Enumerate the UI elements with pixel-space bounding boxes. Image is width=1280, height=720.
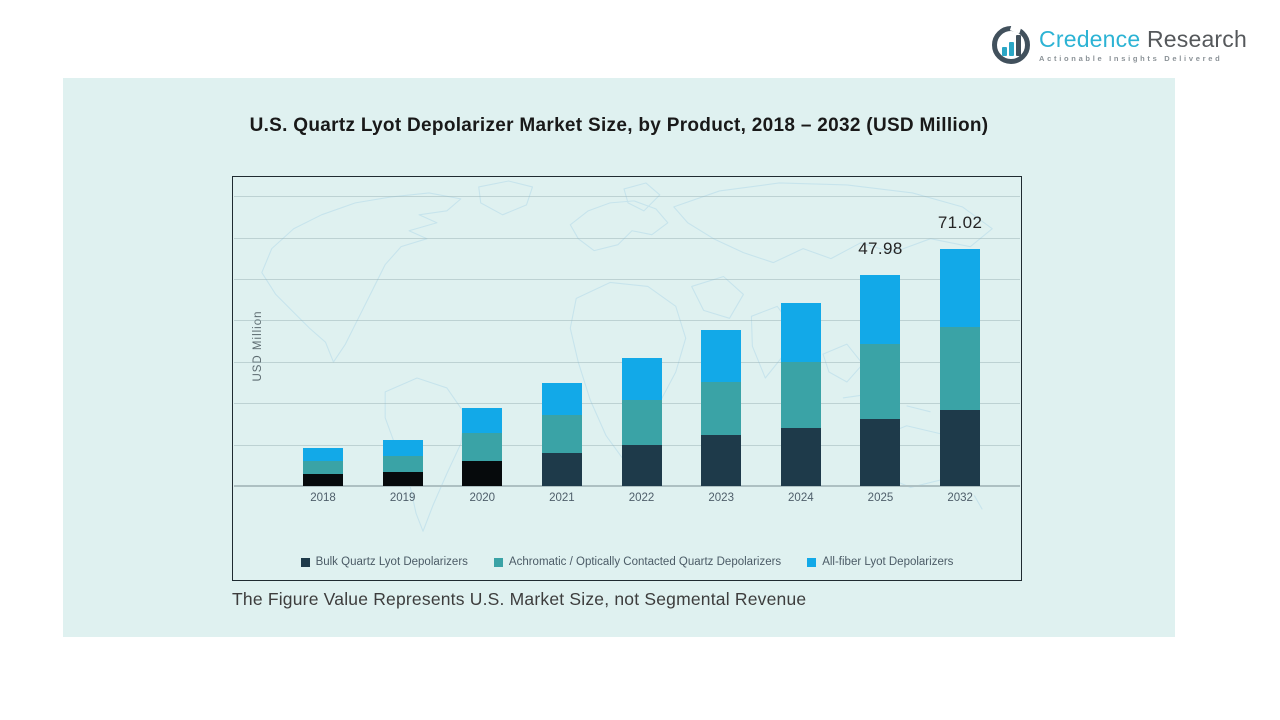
map-greenland — [478, 180, 534, 216]
map-europe — [569, 200, 669, 252]
bar-segment — [940, 326, 981, 411]
credence-research-logo: Credence Research Actionable Insights De… — [992, 21, 1247, 64]
bar-segment — [303, 461, 343, 475]
brand-name-secondary: Research — [1146, 26, 1247, 52]
bar-segment — [303, 474, 343, 486]
bar-2032 — [940, 248, 981, 486]
legend-label: Achromatic / Optically Contacted Quartz … — [508, 556, 782, 568]
legend-marker — [807, 557, 817, 567]
bar-segment — [860, 344, 901, 420]
bar-segment — [860, 419, 901, 486]
legend: Bulk Quartz Lyot Depolarizers Achromatic … — [233, 556, 1021, 568]
bar-segment — [462, 461, 503, 486]
x-tick-label-2032: 2032 — [947, 492, 973, 504]
map-southeast-asia — [822, 343, 864, 383]
map-middle-east — [691, 275, 744, 319]
chart-panel-background — [63, 78, 1175, 637]
x-tick-label-2024: 2024 — [788, 492, 814, 504]
x-tick-label-2018: 2018 — [310, 492, 336, 504]
logo-bar-tall — [1016, 35, 1022, 56]
legend-label: All-fiber Lyot Depolarizers — [822, 556, 954, 568]
legend-marker — [300, 557, 310, 567]
bar-segment — [780, 428, 821, 486]
bar-segment — [382, 456, 423, 472]
legend-marker — [493, 557, 503, 567]
chart-plot-area: USD Million 2018 2019 2020 2021 2022 2023 2024… — [232, 176, 1022, 581]
bar-2020 — [462, 407, 503, 486]
bar-segment — [462, 432, 503, 462]
legend-item: Achromatic / Optically Contacted Quartz … — [493, 556, 782, 568]
x-tick-label-2022: 2022 — [628, 492, 655, 504]
bar-segment — [462, 407, 503, 433]
bar-segment — [303, 448, 343, 462]
brand-name-primary: Credence — [1039, 26, 1141, 52]
bar-segment — [621, 444, 662, 486]
gridline — [234, 279, 1020, 280]
gridline — [234, 237, 1020, 239]
chart-title: U.S. Quartz Lyot Depolarizer Market Size… — [249, 115, 989, 136]
data-label-2025: 47.98 — [858, 239, 903, 259]
bar-segment — [701, 329, 742, 382]
x-tick-label-2021: 2021 — [549, 492, 575, 504]
bar-segment — [940, 410, 981, 486]
bar-segment — [780, 302, 821, 362]
bar-segment — [541, 415, 582, 454]
logo-bars — [1002, 35, 1022, 56]
bar-2024 — [780, 302, 821, 486]
legend-item: Bulk Quartz Lyot Depolarizers — [300, 556, 468, 568]
map-scandinavia — [623, 182, 661, 212]
bar-segment — [860, 275, 901, 345]
bar-segment — [541, 453, 582, 486]
logo-text: Credence Research Actionable Insights De… — [1039, 27, 1247, 64]
bar-segment — [940, 248, 981, 327]
bar-segment — [780, 361, 821, 429]
x-tick-label-2019: 2019 — [389, 492, 416, 504]
legend-item: All-fiber Lyot Depolarizers — [807, 556, 953, 568]
x-tick-label-2020: 2020 — [469, 492, 496, 504]
brand-tagline: Actionable Insights Delivered — [1039, 54, 1223, 63]
bar-2022 — [621, 358, 662, 486]
bar-segment — [382, 471, 423, 486]
bar-segment — [541, 383, 582, 416]
legend-label: Bulk Quartz Lyot Depolarizers — [315, 556, 468, 568]
logo-bar-small — [1002, 47, 1008, 56]
bar-segment — [701, 381, 742, 436]
chart-footnote: The Figure Value Represents U.S. Market … — [232, 589, 807, 609]
map-asia — [673, 182, 993, 264]
x-tick-label-2025: 2025 — [867, 492, 894, 504]
bar-2025 — [860, 275, 901, 486]
bar-segment — [701, 435, 742, 486]
bar-chart-circle-icon — [992, 21, 1031, 64]
gridline — [234, 320, 1020, 322]
bar-segment — [621, 358, 662, 401]
map-north-america — [261, 192, 462, 363]
x-axis-line — [234, 485, 1020, 487]
bar-segment — [382, 439, 423, 456]
x-tick-label-2023: 2023 — [708, 492, 734, 504]
bar-2021 — [541, 383, 582, 486]
bar-2023 — [701, 329, 742, 486]
bar-2018 — [303, 448, 343, 486]
gridline — [234, 196, 1020, 198]
map-new-zealand — [973, 495, 983, 510]
data-label-2032: 71.02 — [937, 212, 983, 232]
bar-2019 — [382, 439, 423, 486]
brand-name: Credence Research — [1039, 27, 1247, 52]
logo-bar-medium — [1009, 42, 1015, 56]
bar-segment — [621, 400, 662, 445]
